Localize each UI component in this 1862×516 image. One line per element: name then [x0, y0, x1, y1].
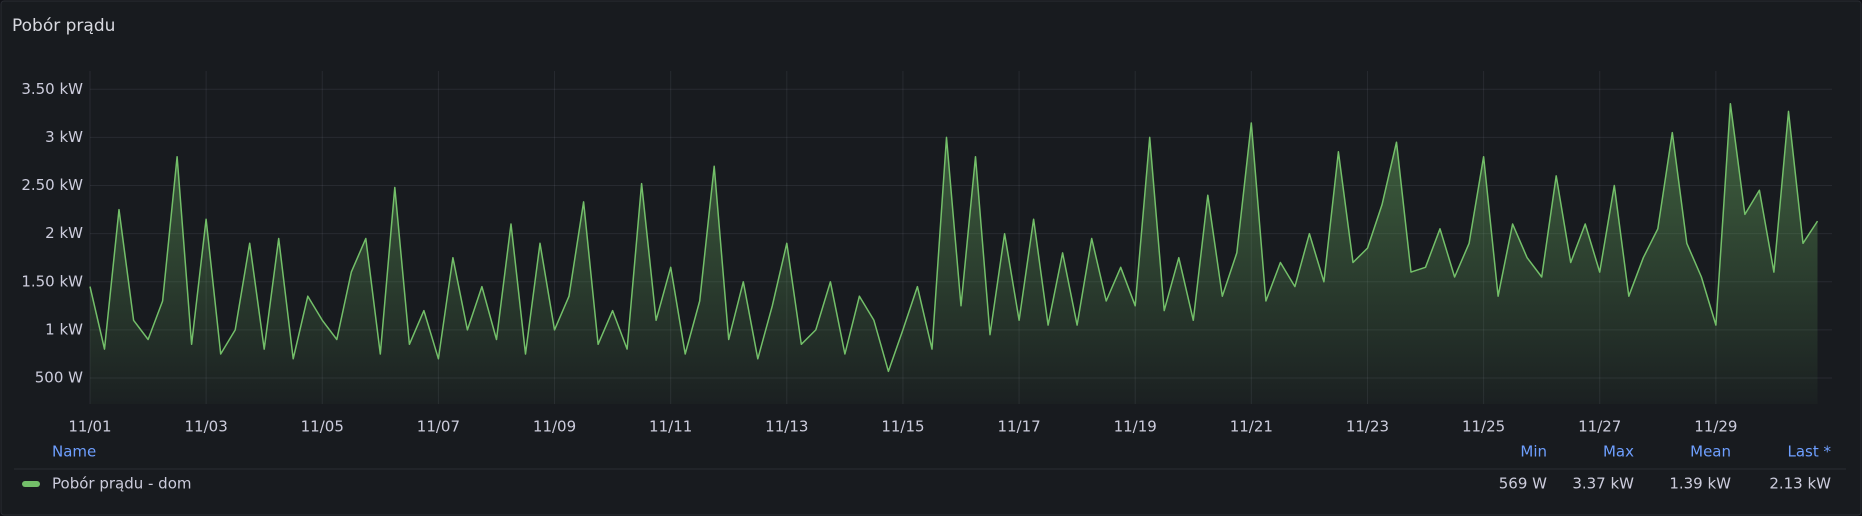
y-tick-label: 2 kW	[45, 224, 83, 242]
legend-swatch	[22, 481, 40, 487]
y-tick-label: 3.50 kW	[21, 80, 83, 98]
x-tick-label: 11/27	[1578, 418, 1621, 436]
y-tick-label: 2.50 kW	[21, 176, 83, 194]
legend-stat: 569 W	[1499, 475, 1547, 493]
y-tick-label: 3 kW	[45, 128, 83, 146]
x-tick-label: 11/11	[649, 418, 692, 436]
legend-header: Max	[1603, 443, 1634, 461]
y-tick-label: 1.50 kW	[21, 272, 83, 290]
x-tick-label: 11/09	[533, 418, 576, 436]
y-tick-label: 500 W	[35, 369, 83, 387]
x-tick-label: 11/29	[1694, 418, 1737, 436]
y-tick-label: 1 kW	[45, 320, 83, 338]
x-tick-label: 11/15	[881, 418, 924, 436]
series-area	[90, 103, 1818, 404]
legend-stat: 2.13 kW	[1769, 475, 1831, 493]
legend-header: Last *	[1787, 443, 1831, 461]
x-tick-label: 11/17	[997, 418, 1040, 436]
x-tick-label: 11/05	[301, 418, 344, 436]
legend-header: Min	[1520, 443, 1547, 461]
x-tick-label: 11/19	[1114, 418, 1157, 436]
panel-title: Pobór prądu	[12, 16, 115, 36]
legend-series-name: Pobór prądu - dom	[52, 475, 192, 493]
legend-stat: 1.39 kW	[1669, 475, 1731, 493]
x-tick-label: 11/01	[68, 418, 111, 436]
legend-stat: 3.37 kW	[1572, 475, 1634, 493]
x-tick-label: 11/13	[765, 418, 808, 436]
x-tick-label: 11/25	[1462, 418, 1505, 436]
x-tick-label: 11/03	[185, 418, 228, 436]
legend-header: Mean	[1690, 443, 1731, 461]
x-tick-label: 11/21	[1230, 418, 1273, 436]
x-tick-label: 11/07	[417, 418, 460, 436]
series-line	[89, 102, 1819, 373]
x-tick-label: 11/23	[1346, 418, 1389, 436]
legend-header: Name	[52, 443, 96, 461]
